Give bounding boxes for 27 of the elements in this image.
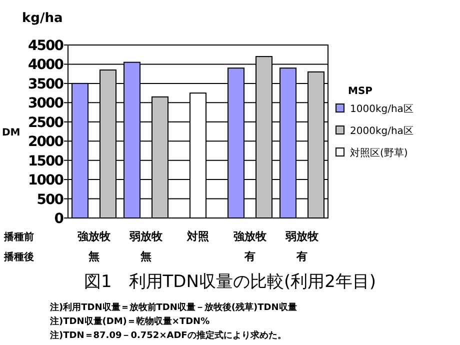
x-tick-label: 強放牧有 [234, 230, 268, 263]
y-tick-label: 2000 [28, 134, 64, 150]
y-tick-label: 3500 [28, 76, 64, 92]
y-tick-label: 4000 [28, 57, 64, 74]
text: 播種前 [3, 231, 34, 243]
y-axis-title: DM [2, 128, 20, 138]
text: 播種後 [3, 251, 34, 263]
legend-label: 2000kg/ha区 [350, 126, 414, 137]
text: 注)TDN＝87.09－0.752×ADFの推定式により求めた。 [49, 330, 286, 341]
text: 図1 利用TDN収量の比較(利用2年目) [84, 272, 376, 292]
text: kg/ha [22, 11, 63, 26]
y-tick-label: 0 [54, 211, 64, 227]
y-tick-label: 1500 [28, 153, 64, 170]
text: 注)利用TDN収量＝放牧前TDN収量－放牧後(残草)TDN収量 [49, 302, 297, 313]
x-tick-label: 強放牧無 [78, 230, 112, 263]
x-tick-label: 弱放牧有 [284, 230, 320, 263]
y-tick-label: 4500 [28, 38, 64, 54]
legend-label: 1000kg/ha区 [350, 104, 414, 115]
text: 注)TDN収量(DM)＝乾物収量×TDN% [49, 316, 210, 327]
y-tick-label: 500 [36, 192, 64, 208]
y-tick-label: 1000 [28, 172, 64, 189]
x-tick-label: 弱放牧無 [128, 230, 164, 263]
y-tick-label: 3000 [28, 96, 64, 112]
legend-label: 対照区(野草) [350, 147, 408, 159]
y-tick-label: 2500 [28, 114, 64, 131]
legend-title: MSP [348, 86, 372, 97]
x-tick-label: 対照 [186, 230, 209, 243]
